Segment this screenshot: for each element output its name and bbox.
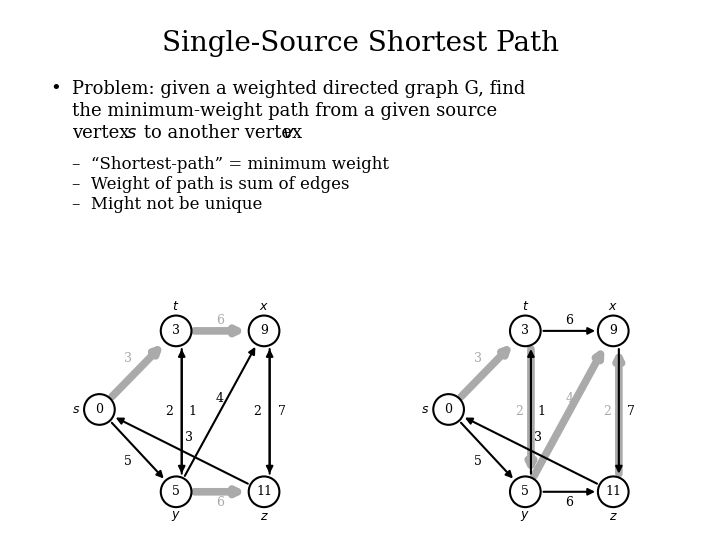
Text: $\mathit{t}$: $\mathit{t}$ xyxy=(522,300,529,313)
Circle shape xyxy=(161,476,192,507)
Text: 7: 7 xyxy=(278,405,286,418)
Text: 9: 9 xyxy=(609,325,617,338)
Circle shape xyxy=(510,476,541,507)
Text: Single-Source Shortest Path: Single-Source Shortest Path xyxy=(161,30,559,57)
Text: 3: 3 xyxy=(185,431,193,444)
Text: 6: 6 xyxy=(216,496,224,509)
Text: 5: 5 xyxy=(172,485,180,498)
Text: –  Weight of path is sum of edges: – Weight of path is sum of edges xyxy=(72,176,349,193)
Circle shape xyxy=(161,315,192,346)
Text: 11: 11 xyxy=(256,485,272,498)
Circle shape xyxy=(598,315,629,346)
Text: 4: 4 xyxy=(216,392,224,405)
Text: Problem: given a weighted directed graph G, find: Problem: given a weighted directed graph… xyxy=(72,80,526,98)
Text: 2: 2 xyxy=(515,405,523,418)
Text: $\mathit{z}$: $\mathit{z}$ xyxy=(609,510,618,523)
Text: –  “Shortest-path” = minimum weight: – “Shortest-path” = minimum weight xyxy=(72,156,389,173)
Text: $\mathit{y}$: $\mathit{y}$ xyxy=(171,509,181,523)
Text: $v$: $v$ xyxy=(282,124,295,142)
Text: $\mathit{t}$: $\mathit{t}$ xyxy=(173,300,180,313)
Circle shape xyxy=(248,476,279,507)
Text: 2: 2 xyxy=(603,405,611,418)
Circle shape xyxy=(84,394,114,425)
Text: 2: 2 xyxy=(166,405,174,418)
Text: $s$: $s$ xyxy=(126,124,137,142)
Text: the minimum-weight path from a given source: the minimum-weight path from a given sou… xyxy=(72,102,497,120)
Text: 5: 5 xyxy=(521,485,529,498)
Text: 4: 4 xyxy=(565,392,573,405)
Circle shape xyxy=(433,394,464,425)
Text: 3: 3 xyxy=(172,325,180,338)
Text: 11: 11 xyxy=(606,485,621,498)
Text: 7: 7 xyxy=(627,405,635,418)
Text: 0: 0 xyxy=(96,403,104,416)
Text: $\mathit{s}$: $\mathit{s}$ xyxy=(72,403,80,416)
Text: 2: 2 xyxy=(253,405,261,418)
Text: 6: 6 xyxy=(565,496,573,509)
Text: 9: 9 xyxy=(260,325,268,338)
Text: 3: 3 xyxy=(521,325,529,338)
Text: –  Might not be unique: – Might not be unique xyxy=(72,196,262,213)
Circle shape xyxy=(598,476,629,507)
Text: $\mathit{x}$: $\mathit{x}$ xyxy=(259,300,269,313)
Text: $\mathit{y}$: $\mathit{y}$ xyxy=(521,509,530,523)
Circle shape xyxy=(248,315,279,346)
Text: 1: 1 xyxy=(188,405,196,418)
Text: to another vertex: to another vertex xyxy=(138,124,308,142)
Text: 3: 3 xyxy=(474,353,482,366)
Text: •: • xyxy=(50,80,60,98)
Circle shape xyxy=(510,315,541,346)
Text: 5: 5 xyxy=(125,455,132,468)
Text: $\mathit{z}$: $\mathit{z}$ xyxy=(260,510,269,523)
Text: 1: 1 xyxy=(537,405,545,418)
Text: 6: 6 xyxy=(216,314,224,327)
Text: 3: 3 xyxy=(125,353,132,366)
Text: 3: 3 xyxy=(534,431,542,444)
Text: 0: 0 xyxy=(445,403,453,416)
Text: vertex: vertex xyxy=(72,124,135,142)
Text: 6: 6 xyxy=(565,314,573,327)
Text: $\mathit{x}$: $\mathit{x}$ xyxy=(608,300,618,313)
Text: 5: 5 xyxy=(474,455,482,468)
Text: $\mathit{s}$: $\mathit{s}$ xyxy=(421,403,429,416)
